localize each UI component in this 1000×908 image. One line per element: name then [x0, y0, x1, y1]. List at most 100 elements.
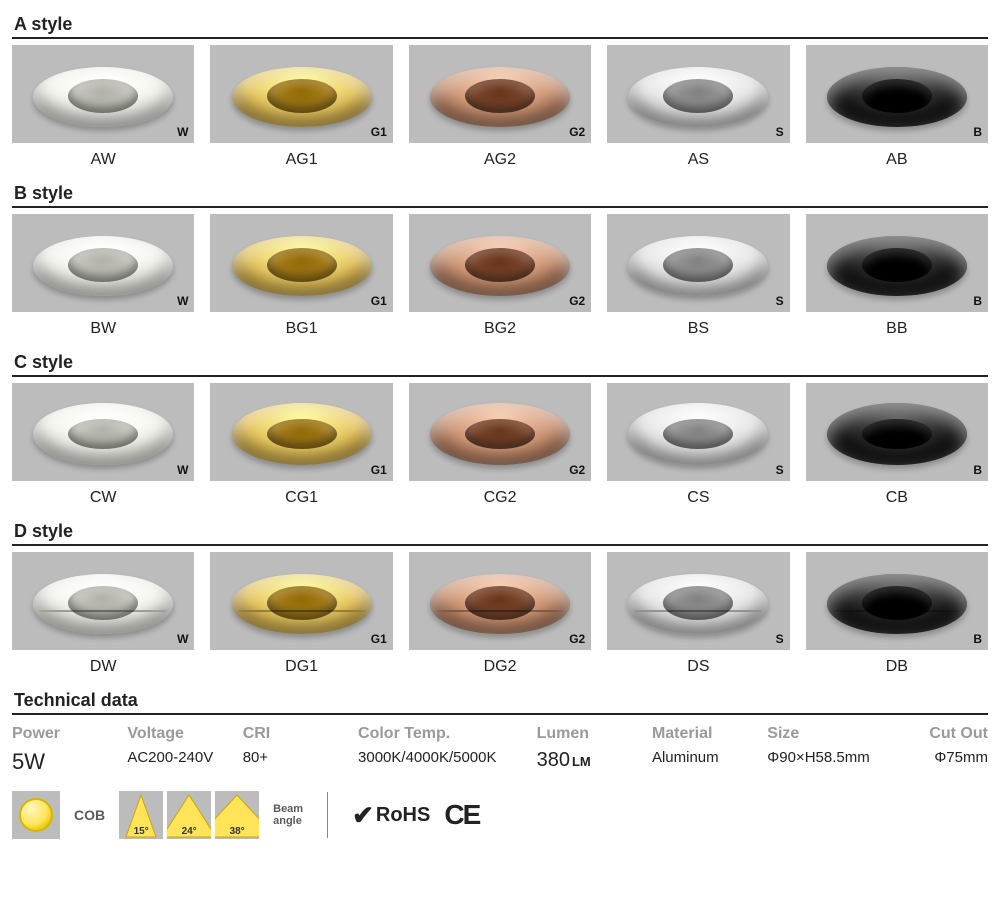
tech-cutout: Cut Out Φ75mm: [883, 725, 988, 766]
variant-code: DW: [90, 658, 117, 676]
finish-tag: G1: [371, 294, 387, 308]
tech-cutout-label: Cut Out: [883, 725, 988, 743]
beam-angle-icon: 38°: [215, 791, 259, 839]
tech-colortemp: Color Temp. 3000K/4000K/5000K: [358, 725, 527, 766]
variant-cell: G2 CG2: [409, 383, 591, 511]
variant-code: AG1: [286, 151, 318, 169]
variant-code: BB: [886, 320, 907, 338]
icon-row: COB 15°24°38° Beamangle ✔ RoHS CE: [12, 791, 988, 839]
style-heading: B style: [12, 179, 988, 208]
finish-tag: G2: [569, 294, 585, 308]
finish-tag: W: [177, 632, 188, 646]
variant-code: CG2: [484, 489, 517, 507]
style-row: W DW G1DG1G2DG2SDS B DB: [12, 552, 988, 680]
variant-cell: W AW: [12, 45, 194, 173]
product-swatch: B: [806, 552, 988, 650]
tech-voltage-value: AC200-240V: [127, 749, 232, 766]
style-section-A: A style W AW G1 AG1 G2 AG2 S AS BAB: [12, 10, 988, 173]
variant-cell: G2 AG2: [409, 45, 591, 173]
tech-cri: CRI 80+: [243, 725, 348, 766]
product-swatch: B: [806, 383, 988, 481]
variant-code: BG2: [484, 320, 516, 338]
style-heading: C style: [12, 348, 988, 377]
product-swatch: G2: [409, 383, 591, 481]
variant-code: CG1: [285, 489, 318, 507]
finish-tag: S: [776, 463, 784, 477]
rohs-text: RoHS: [376, 804, 430, 827]
tech-size: Size Φ90×H58.5mm: [767, 725, 872, 766]
variant-cell: G1 CG1: [210, 383, 392, 511]
product-swatch: W: [12, 45, 194, 143]
product-swatch: B: [806, 214, 988, 312]
tech-voltage-label: Voltage: [127, 725, 232, 743]
finish-tag: B: [973, 632, 982, 646]
finish-tag: S: [776, 294, 784, 308]
beam-angle-value: 38°: [215, 826, 259, 837]
tech-size-value: Φ90×H58.5mm: [767, 749, 872, 766]
product-swatch: S: [607, 552, 789, 650]
tech-material-label: Material: [652, 725, 757, 743]
variant-cell: BAB: [806, 45, 988, 173]
finish-tag: W: [177, 294, 188, 308]
tech-cri-value: 80+: [243, 749, 348, 766]
ring-graphic: [232, 397, 372, 467]
product-swatch: G1: [210, 383, 392, 481]
tech-colortemp-label: Color Temp.: [358, 725, 527, 743]
tech-cutout-value: Φ75mm: [883, 749, 988, 766]
variant-code: DB: [886, 658, 908, 676]
variant-cell: W DW: [12, 552, 194, 680]
finish-tag: G1: [371, 632, 387, 646]
technical-data-row: Power 5W Voltage AC200-240V CRI 80+ Colo…: [12, 721, 988, 785]
product-swatch: G2: [409, 214, 591, 312]
ring-graphic: [232, 566, 372, 636]
ring-graphic: [430, 59, 570, 129]
variant-code: AG2: [484, 151, 516, 169]
style-row: W AW G1 AG1 G2 AG2 S AS BAB: [12, 45, 988, 173]
ring-graphic: [33, 566, 173, 636]
finish-tag: S: [776, 125, 784, 139]
finish-tag: G2: [569, 125, 585, 139]
variant-code: CB: [886, 489, 908, 507]
finish-tag: W: [177, 463, 188, 477]
ring-graphic: [827, 566, 967, 636]
beam-angle-value: 24°: [167, 826, 211, 837]
beam-angle-icon: 15°: [119, 791, 163, 839]
ring-graphic: [33, 59, 173, 129]
finish-tag: B: [973, 463, 982, 477]
ring-graphic: [232, 228, 372, 298]
product-swatch: G2: [409, 552, 591, 650]
variant-cell: SBS: [607, 214, 789, 342]
variant-cell: B DB: [806, 552, 988, 680]
variant-cell: B CB: [806, 383, 988, 511]
variant-cell: G2DG2: [409, 552, 591, 680]
tech-lumen-label: Lumen: [537, 725, 642, 743]
finish-tag: G1: [371, 463, 387, 477]
beam-angle-value: 15°: [119, 826, 163, 837]
variant-cell: G1DG1: [210, 552, 392, 680]
ring-graphic: [628, 397, 768, 467]
style-section-C: C styleWCWG1CG1G2CG2SCSBCB: [12, 348, 988, 511]
variant-code: CS: [687, 489, 709, 507]
ring-graphic: [827, 397, 967, 467]
tech-voltage: Voltage AC200-240V: [127, 725, 232, 766]
variant-code: AW: [91, 151, 116, 169]
tech-cri-label: CRI: [243, 725, 348, 743]
product-swatch: W: [12, 383, 194, 481]
product-swatch: B: [806, 45, 988, 143]
variant-cell: S CS: [607, 383, 789, 511]
tech-power-label: Power: [12, 725, 117, 743]
variant-cell: G2 BG2: [409, 214, 591, 342]
product-swatch: W: [12, 552, 194, 650]
tech-colortemp-value: 3000K/4000K/5000K: [358, 749, 527, 766]
product-swatch: G2: [409, 45, 591, 143]
variant-cell: W BW: [12, 214, 194, 342]
divider: [327, 792, 328, 838]
variant-code: AS: [688, 151, 709, 169]
ring-graphic: [430, 397, 570, 467]
finish-tag: G2: [569, 463, 585, 477]
style-heading: A style: [12, 10, 988, 39]
finish-tag: G1: [371, 125, 387, 139]
tech-lumen-value: 380LM: [537, 749, 642, 772]
variant-code: BW: [90, 320, 116, 338]
variant-cell: SDS: [607, 552, 789, 680]
